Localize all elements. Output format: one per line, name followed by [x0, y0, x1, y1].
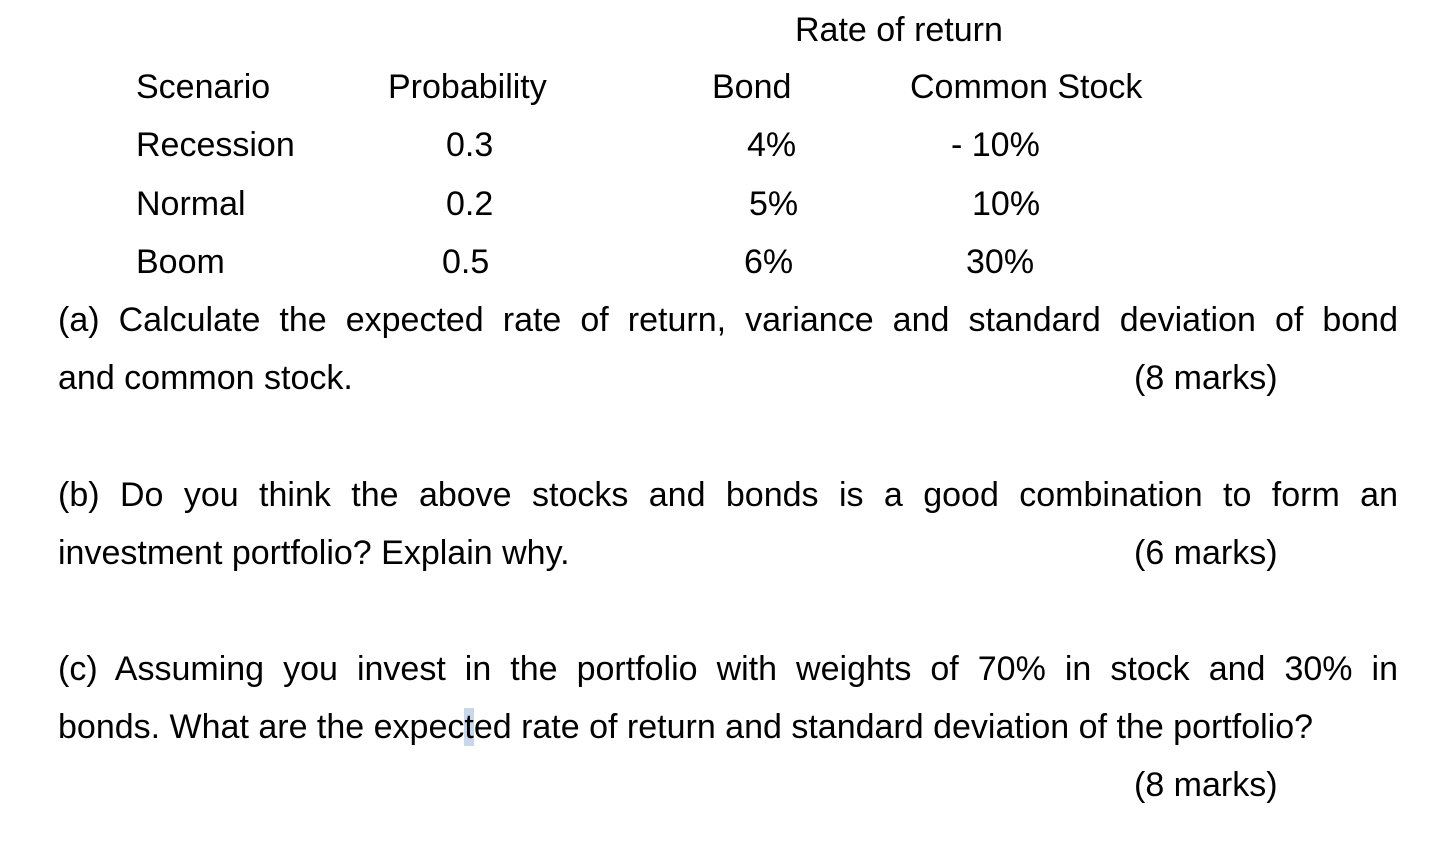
question-a-line1: (a) Calculate the expected rate of retur…: [58, 301, 1398, 339]
column-header-scenario: Scenario: [136, 68, 271, 106]
table-row-recession-bond: 4%: [747, 126, 797, 164]
question-b-line1: (b) Do you think the above stocks and bo…: [58, 476, 1398, 514]
question-c-line2: bonds. What are the expected rate of ret…: [58, 698, 1313, 756]
column-header-bond: Bond: [712, 68, 792, 106]
question-c-line1: (c) Assuming you invest in the portfolio…: [58, 650, 1398, 688]
column-header-common-stock: Common Stock: [910, 68, 1143, 106]
question-c-line2-before: bonds. What are the expec: [58, 708, 465, 746]
table-row-normal-scenario: Normal: [136, 185, 246, 223]
question-c-line2-after: ed rate of return and standard deviation…: [473, 708, 1314, 746]
table-row-normal-bond: 5%: [749, 185, 799, 223]
question-b-line2: investment portfolio? Explain why.: [58, 534, 570, 572]
question-a-marks: (8 marks): [1134, 359, 1278, 397]
table-row-normal-probability: 0.2: [446, 185, 494, 223]
table-row-recession-probability: 0.3: [446, 126, 494, 164]
table-row-boom-stock: 30%: [966, 243, 1035, 281]
rate-of-return-header: Rate of return: [795, 11, 1003, 49]
question-c-marks: (8 marks): [1134, 766, 1278, 804]
table-row-boom-probability: 0.5: [442, 243, 490, 281]
table-row-recession-scenario: Recession: [136, 126, 295, 164]
table-row-recession-stock: - 10%: [951, 126, 1040, 164]
table-row-boom-bond: 6%: [744, 243, 794, 281]
text-selection-highlight[interactable]: t: [464, 708, 474, 746]
table-row-boom-scenario: Boom: [136, 243, 225, 281]
table-row-normal-stock: 10%: [972, 185, 1041, 223]
question-a-line2: and common stock.: [58, 359, 353, 397]
question-b-marks: (6 marks): [1134, 534, 1278, 572]
column-header-probability: Probability: [388, 68, 547, 106]
